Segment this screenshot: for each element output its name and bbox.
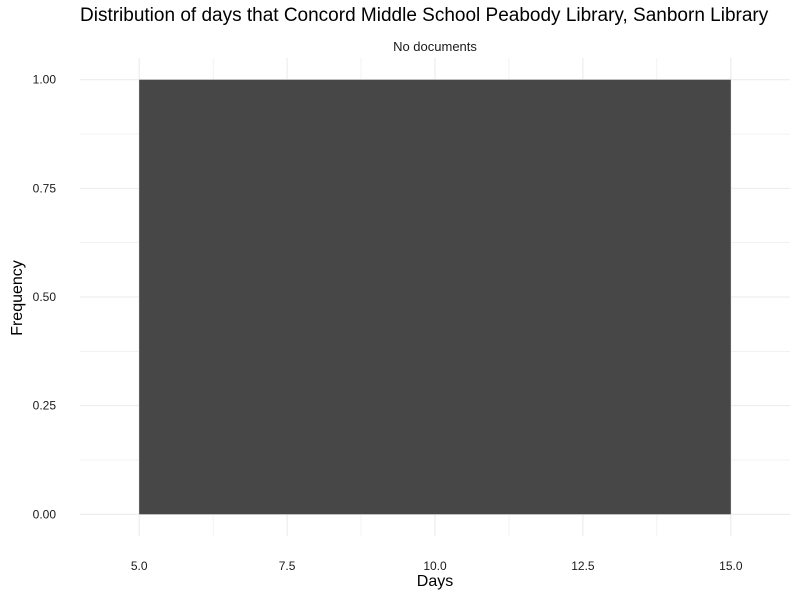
y-axis-title: Frequency [9,260,26,336]
x-tick-label: 10.0 [423,559,447,573]
x-tick-label: 5.0 [131,559,148,573]
y-tick-label: 0.00 [33,507,57,521]
histogram-bar [139,79,731,515]
chart-title: Distribution of days that Concord Middle… [80,5,769,26]
y-tick-label: 0.25 [33,399,57,413]
y-tick-label: 0.50 [33,290,57,304]
x-tick-label: 12.5 [571,559,595,573]
x-tick-label: 15.0 [719,559,743,573]
x-axis-title: Days [416,573,454,590]
x-tick-label: 7.5 [279,559,296,573]
y-tick-label: 1.00 [33,73,57,87]
y-tick-label: 0.75 [33,181,57,195]
chart-subtitle: No documents [393,39,477,54]
